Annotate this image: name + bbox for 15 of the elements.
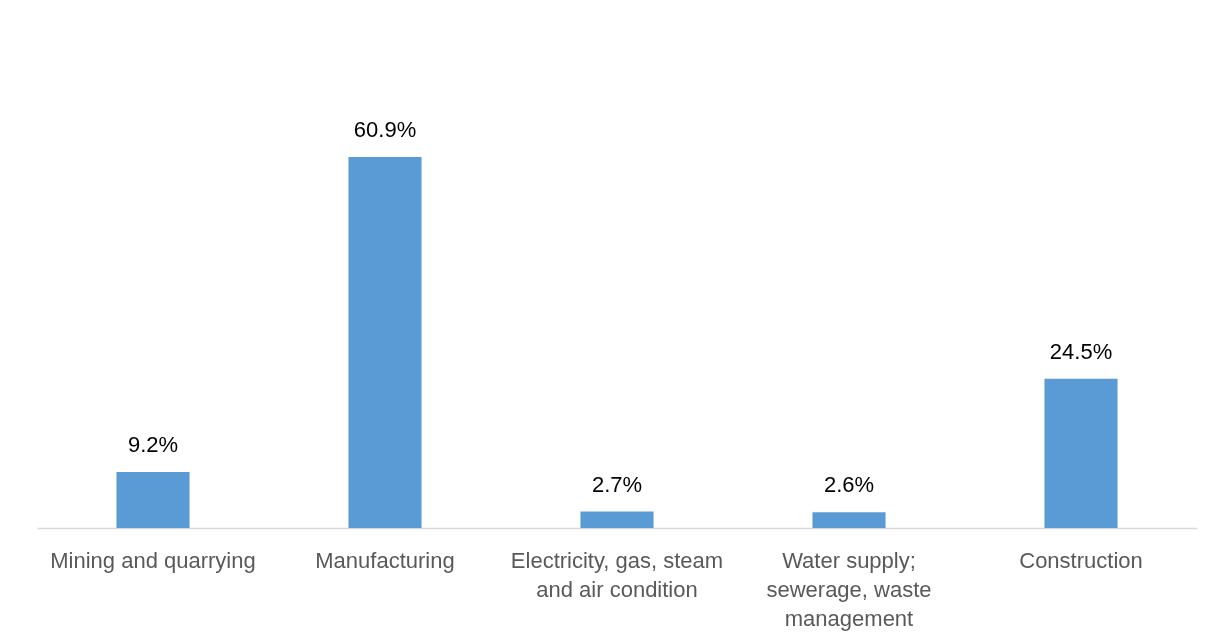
x-tick-label: Construction xyxy=(1019,547,1143,573)
x-tick-label: Electricity, gas, steam and air condition xyxy=(510,547,724,602)
data-label: 2.6% xyxy=(823,472,875,498)
x-tick-label: Water supply; sewerage, waste management xyxy=(766,547,932,631)
bar xyxy=(580,511,654,528)
data-label: 60.9% xyxy=(353,117,417,142)
data-label: 2.7% xyxy=(591,471,643,497)
bar xyxy=(116,471,190,528)
bar xyxy=(348,157,422,528)
bar xyxy=(812,512,886,528)
x-tick-label: Mining and quarrying xyxy=(50,547,256,573)
data-label: 9.2% xyxy=(127,431,179,457)
data-label: 24.5% xyxy=(1049,338,1113,364)
x-tick-label: Manufacturing xyxy=(315,547,455,573)
bar xyxy=(1044,378,1118,528)
